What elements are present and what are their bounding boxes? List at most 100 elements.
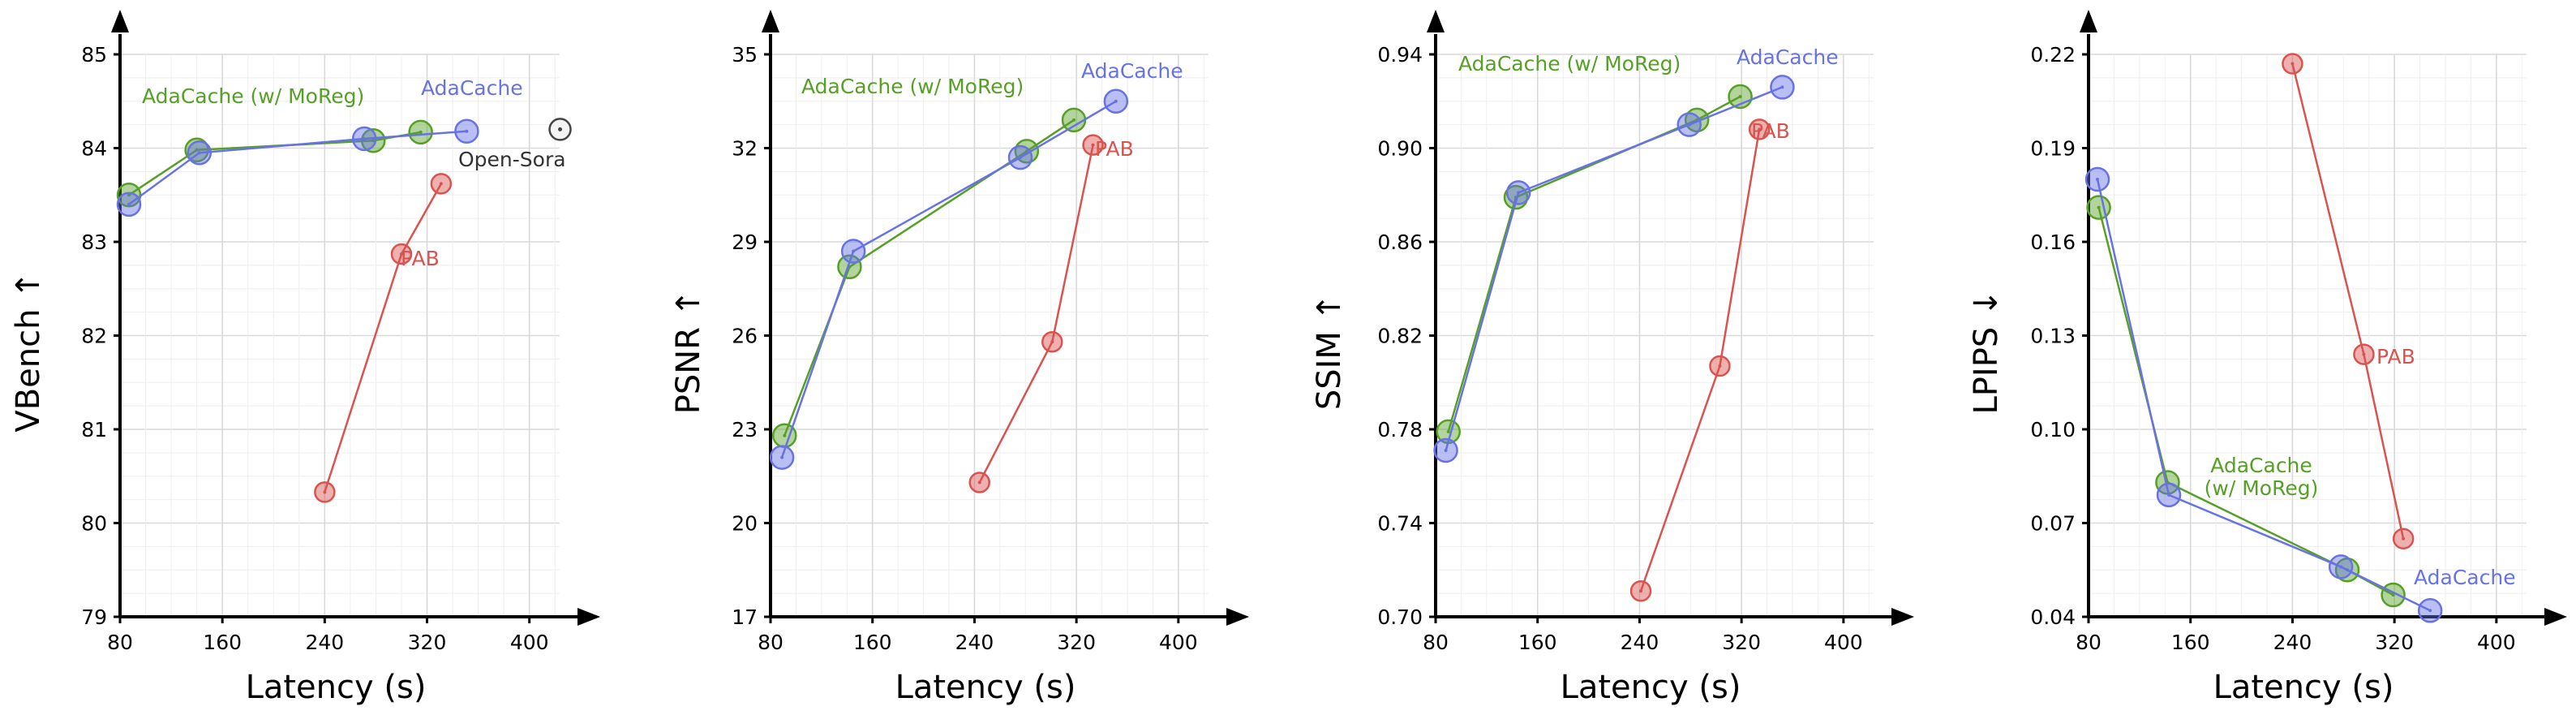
data-point-center-pab	[1639, 589, 1642, 593]
x-axis-arrow	[577, 608, 600, 626]
x-tick-label: 80	[107, 631, 133, 654]
y-tick-label: 0.70	[1377, 605, 1423, 629]
y-tick-label: 79	[81, 605, 107, 629]
series-label-moreg: AdaCache (w/ MoReg)	[1458, 52, 1681, 75]
y-axis-direction-arrow: ↑	[1311, 294, 1348, 321]
x-tick-label: 160	[203, 631, 242, 654]
x-tick-label: 240	[955, 631, 994, 654]
x-tick-label: 320	[1057, 631, 1096, 654]
series-label-moreg-line2: (w/ MoReg)	[2205, 476, 2319, 500]
series-label-pab: PAB	[401, 247, 440, 270]
series-label-moreg: AdaCache (w/ MoReg)	[801, 75, 1024, 98]
data-point-center-adacache	[197, 151, 201, 155]
x-tick-label: 400	[2477, 631, 2516, 654]
data-point-center-moreg	[195, 148, 199, 152]
x-tick-label: 320	[1722, 631, 1761, 654]
series-moreg	[2086, 195, 2406, 608]
series-label-adacache: AdaCache	[1737, 45, 1839, 69]
series-line-pab	[324, 183, 442, 493]
y-tick-label: 81	[81, 418, 107, 441]
x-axis-title: Latency (s)	[2213, 669, 2394, 706]
data-point-center-adacache	[1687, 123, 1691, 127]
y-axis-title: LPIPS ↓	[1968, 290, 2005, 415]
x-tick-label: 160	[853, 631, 892, 654]
data-point-center-adacache	[2428, 609, 2432, 613]
data-point-center-pab	[2290, 62, 2295, 66]
x-tick-label: 320	[408, 631, 447, 654]
data-point-center-adacache	[2339, 565, 2343, 569]
data-point-center-moreg	[1738, 94, 1742, 98]
y-tick-label: 23	[732, 418, 758, 441]
data-point-center-moreg	[1446, 429, 1450, 433]
y-tick-label: 0.78	[1377, 418, 1423, 441]
y-axis-arrow	[762, 10, 779, 32]
series-label-pab: PAB	[1095, 137, 1134, 161]
y-axis-title-text: SSIM	[1311, 321, 1348, 410]
x-tick-label: 240	[2273, 631, 2312, 654]
y-tick-label: 20	[732, 512, 758, 536]
y-tick-label: 0.82	[1377, 325, 1423, 348]
series-pab	[2282, 53, 2415, 549]
data-point-center-pab	[1718, 364, 1722, 368]
y-tick-label: 0.90	[1377, 137, 1423, 161]
data-point-center-adacache	[1019, 156, 1022, 160]
series-moreg	[116, 119, 433, 208]
data-point-center-adacache	[780, 455, 784, 459]
series-moreg	[772, 107, 1087, 448]
y-axis-title-text: LPIPS	[1968, 317, 2005, 414]
series-label-moreg: AdaCache (w/ MoReg)	[142, 84, 364, 108]
series-adacache	[2084, 166, 2443, 623]
data-point-center-adacache	[852, 249, 856, 253]
x-tick-label: 400	[510, 631, 549, 654]
x-tick-label: 160	[1518, 631, 1557, 654]
data-point-center-moreg	[1024, 149, 1028, 153]
y-axis-title: SSIM ↑	[1311, 294, 1348, 410]
y-tick-label: 35	[732, 43, 758, 67]
x-tick-label: 240	[1621, 631, 1659, 654]
y-axis-arrow	[2080, 10, 2097, 32]
data-point-center-adacache	[1780, 85, 1784, 89]
y-axis-title: VBench ↑	[10, 271, 47, 432]
y-tick-label: 0.16	[2030, 230, 2076, 254]
y-tick-label: 0.13	[2030, 325, 2076, 348]
x-axis-title: Latency (s)	[246, 669, 427, 706]
x-tick-label: 80	[758, 631, 784, 654]
x-axis-title: Latency (s)	[895, 669, 1076, 706]
data-point-center-moreg	[2391, 593, 2395, 597]
data-point-center-adacache	[363, 136, 367, 140]
y-tick-label: 0.10	[2030, 418, 2076, 441]
data-point-center-adacache	[1517, 191, 1521, 195]
y-tick-label: 26	[732, 325, 758, 348]
y-tick-label: 17	[732, 605, 758, 629]
data-point-center-pab	[977, 480, 981, 485]
series-adacache	[769, 88, 1129, 470]
y-tick-label: 0.19	[2030, 137, 2076, 161]
y-axis-title: PSNR ↑	[670, 290, 707, 414]
data-point-center-adacache	[1444, 448, 1448, 452]
y-tick-label: 0.22	[2030, 43, 2076, 67]
data-point-center-moreg	[127, 193, 131, 197]
y-tick-label: 83	[81, 230, 107, 254]
series-label-adacache: AdaCache	[2414, 566, 2516, 589]
y-axis-title-text: PSNR	[670, 317, 707, 414]
x-tick-label: 320	[2375, 631, 2414, 654]
series-adacache	[116, 118, 479, 218]
series-opensora	[548, 118, 572, 141]
y-tick-label: 80	[81, 512, 107, 536]
series-pab	[968, 134, 1104, 493]
y-tick-label: 29	[732, 230, 758, 254]
data-point-center-opensora	[558, 127, 563, 131]
data-point-center-pab	[2402, 536, 2406, 541]
data-point-center-adacache	[2096, 178, 2099, 181]
x-axis-arrow	[1891, 608, 1914, 626]
chart-panel-3: 0.70 0.74 0.78 0.82 0.86 0.90 0.94 80 160 240 320 4…	[1311, 10, 1914, 706]
series-line-adacache	[128, 130, 467, 205]
data-point-center-moreg	[419, 130, 423, 134]
data-point-center-pab	[1050, 340, 1054, 344]
series-moreg	[1436, 84, 1753, 445]
series-adacache	[1433, 75, 1795, 463]
y-axis-arrow	[111, 10, 129, 32]
x-tick-label: 400	[1159, 631, 1198, 654]
